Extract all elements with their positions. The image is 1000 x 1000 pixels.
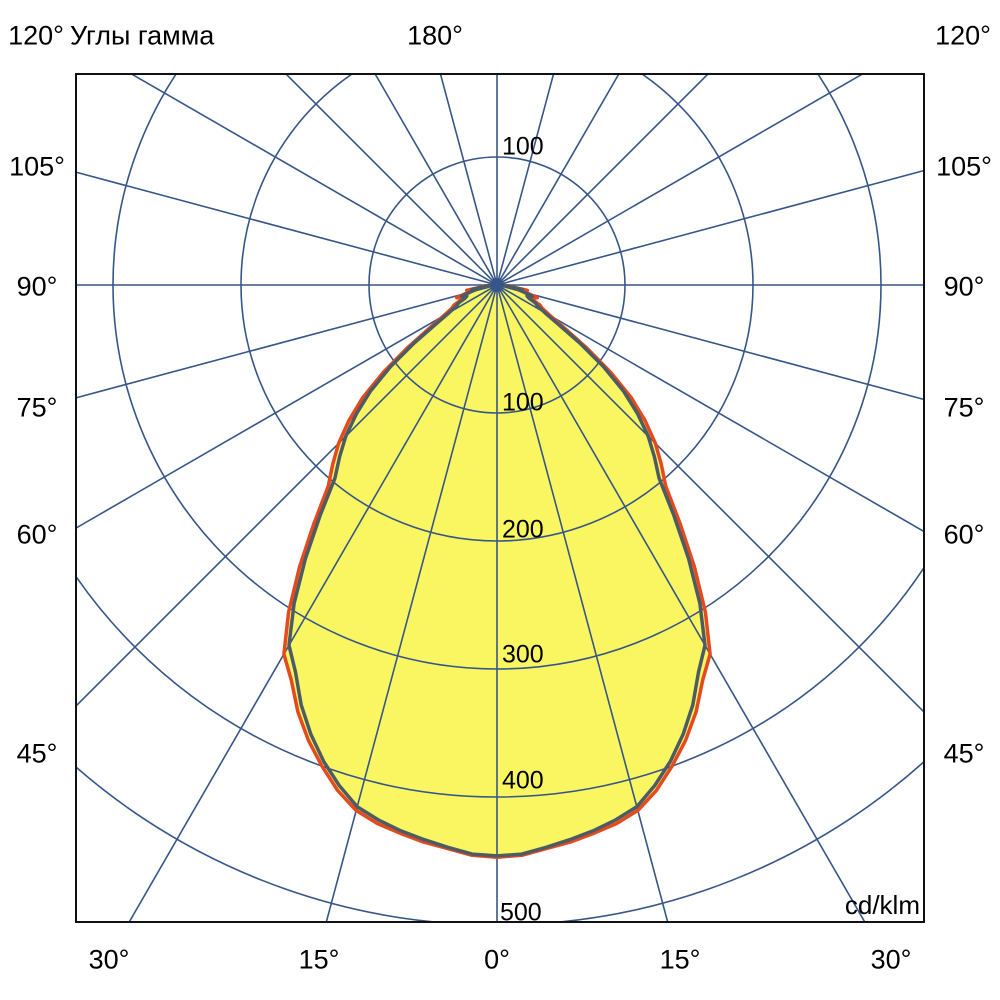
- gamma-label-bottom-30°: 30°: [870, 944, 912, 975]
- gamma-label-bottom-0°: 0°: [484, 944, 510, 975]
- gamma-label-right-45°: 45°: [943, 738, 985, 769]
- radial-tick-label-500: 500: [500, 898, 542, 927]
- gamma-label-right-75°: 75°: [943, 392, 985, 423]
- polar-chart: [77, 75, 923, 921]
- gamma-label-right-105°: 105°: [936, 151, 992, 182]
- radial-grid-circle: [77, 567, 923, 798]
- gamma-label-left-45°: 45°: [16, 738, 58, 769]
- gamma-label-bottom-15°: 15°: [298, 944, 340, 975]
- chart-title: Углы гамма: [70, 20, 215, 51]
- gamma-label-left-60°: 60°: [16, 519, 58, 550]
- plot-area: [75, 73, 925, 923]
- radial-tick-label-400: 400: [502, 766, 544, 795]
- gamma-label-left-75°: 75°: [16, 392, 58, 423]
- radial-grid-circle: [240, 75, 754, 542]
- unit-label: cd/klm: [844, 890, 920, 920]
- gamma-label-bottom-15°: 15°: [659, 944, 701, 975]
- radial-tick-label-100: 100: [502, 388, 544, 417]
- gamma-label-top-right-120: 120°: [935, 20, 991, 51]
- center-dot: [490, 278, 504, 292]
- distribution-curve-inner: [287, 283, 707, 858]
- radial-grid-circle: [112, 75, 882, 670]
- gamma-label-top-left-120: 120°: [8, 20, 64, 51]
- gamma-label-bottom-30°: 30°: [88, 944, 130, 975]
- gamma-label-left-90°: 90°: [16, 271, 58, 302]
- gamma-label-left-105°: 105°: [9, 151, 65, 182]
- radial-tick-label-200: 200: [502, 515, 544, 544]
- radial-tick-label-100: 100: [502, 132, 544, 161]
- radial-tick-label-300: 300: [502, 640, 544, 669]
- gamma-label-right-90°: 90°: [943, 271, 985, 302]
- gamma-label-right-60°: 60°: [943, 519, 985, 550]
- gamma-label-top-180: 180°: [407, 20, 463, 51]
- radial-grid-circle: [368, 156, 626, 414]
